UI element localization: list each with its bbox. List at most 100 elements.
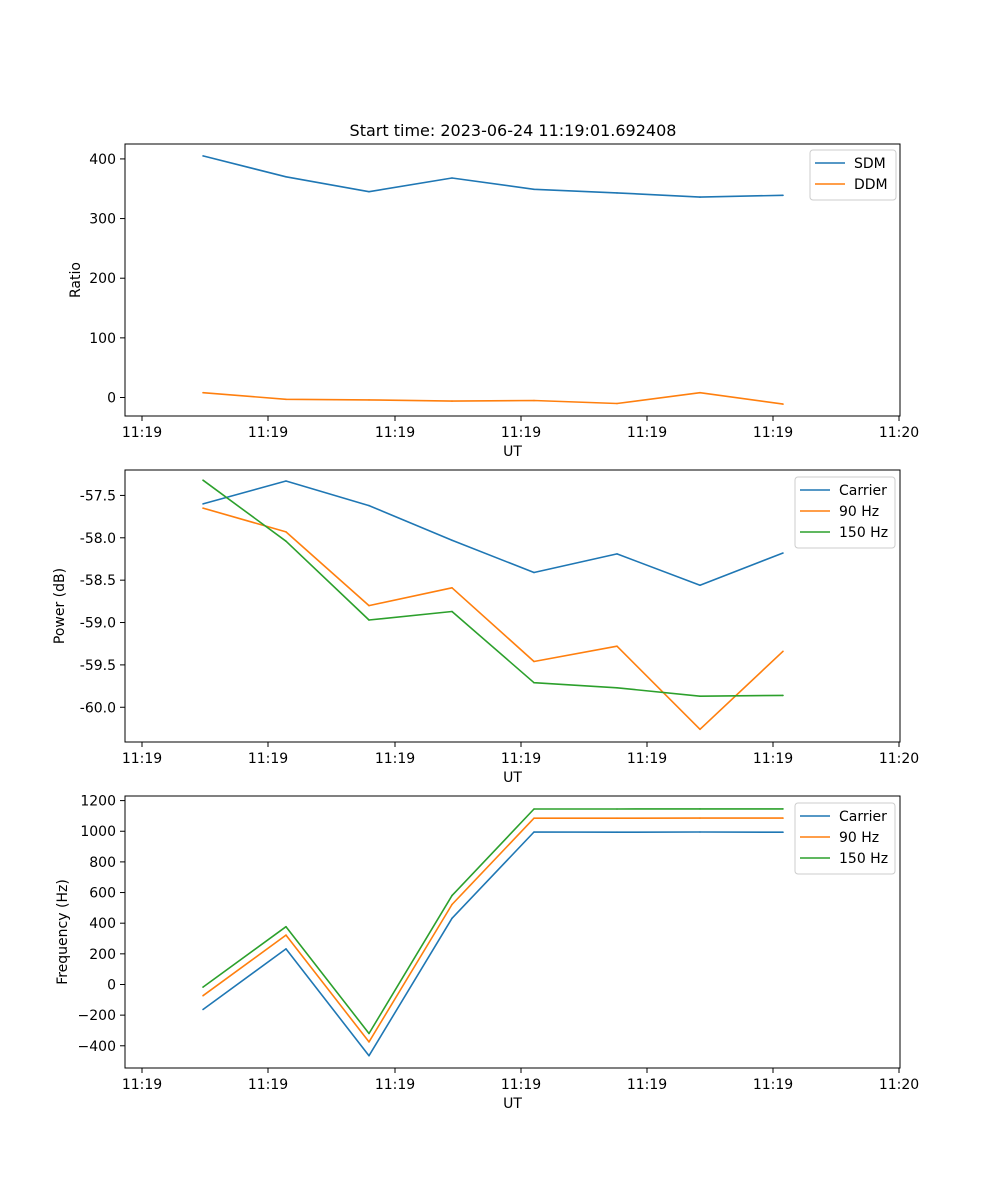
y-tick-label: 100 [89,331,116,347]
y-tick-label: 400 [89,916,116,932]
plot-frame [124,795,901,1069]
data-point [451,587,453,589]
y-tick-label: 1200 [80,794,116,810]
x-axis-label: UT [503,1096,522,1112]
y-axis-label: Frequency (Hz) [55,879,71,985]
data-point [533,831,535,833]
y-tick-label: 600 [89,886,116,902]
legend-label: Carrier [839,809,887,825]
data-point [202,994,204,997]
x-tick-label: 11:19 [501,425,541,441]
x-tick-label: 11:19 [122,425,162,441]
x-tick-label: 11:19 [122,751,162,767]
data-point [533,681,535,684]
y-tick-label: 300 [89,212,116,228]
data-point [202,507,204,509]
series-line-150-hz [202,479,784,698]
data-point [782,808,784,810]
data-point [699,695,701,697]
data-point [699,817,701,819]
x-tick-label: 11:20 [879,425,919,441]
legend-label: 150 Hz [839,851,888,867]
chart-title: Start time: 2023-06-24 11:19:01.692408 [350,121,677,140]
legend-box [794,802,896,875]
data-point [451,177,453,179]
x-tick-label: 11:19 [627,1077,667,1093]
data-point [533,188,535,191]
series-line-ddm [202,391,784,405]
data-point [368,1041,370,1043]
data-point [368,604,370,607]
x-axis-label: UT [503,444,522,460]
data-point [533,399,535,402]
legend-label: SDM [854,156,886,172]
data-point [285,531,287,533]
data-point [782,552,784,554]
y-tick-label: 800 [89,855,116,871]
legend-label: DDM [854,177,888,193]
data-point [285,176,287,178]
data-point [782,831,784,833]
y-tick-label: 0 [107,391,116,407]
x-tick-label: 11:20 [879,1077,919,1093]
data-point [699,831,701,833]
x-tick-label: 11:19 [248,1077,288,1093]
data-point [699,728,701,731]
legend-box [794,476,896,549]
series-line-90-hz [202,507,784,731]
data-point [451,610,453,613]
legend-label: 90 Hz [839,830,879,846]
data-point [782,650,784,653]
y-tick-label: 1000 [80,824,116,840]
data-point [202,479,204,482]
x-tick-label: 11:19 [627,425,667,441]
x-tick-label: 11:19 [122,1077,162,1093]
data-point [368,190,370,193]
x-tick-label: 11:19 [375,751,415,767]
legend-label: 150 Hz [839,525,888,541]
data-point [202,986,204,988]
x-tick-label: 11:19 [248,425,288,441]
data-point [368,504,370,507]
x-tick-label: 11:19 [375,425,415,441]
data-point [616,817,618,819]
y-tick-label: 400 [89,152,116,168]
series-line-sdm [202,155,784,198]
data-point [451,400,453,402]
data-point [368,1032,370,1035]
data-point [202,1008,204,1011]
y-axis-label: Power (dB) [52,568,68,644]
y-tick-label: -58.5 [80,573,116,589]
data-point [782,817,784,819]
data-point [782,694,784,697]
x-tick-label: 11:19 [627,751,667,767]
data-point [285,925,287,928]
y-tick-label: -58.0 [80,531,116,547]
data-point [616,831,618,833]
data-point [782,403,784,405]
data-point [533,660,535,663]
legend: Carrier 90 Hz 150 Hz [794,476,896,549]
x-tick-label: 11:19 [753,751,793,767]
y-axis-label: Ratio [68,262,84,298]
data-point [616,808,618,810]
plot-frame [124,469,901,743]
y-tick-label: -59.0 [80,616,116,632]
y-tick-label: 0 [107,977,116,993]
data-point [368,399,370,401]
data-point [616,645,618,647]
x-tick-label: 11:19 [753,1077,793,1093]
series-line-90-hz [202,817,783,1043]
subplot-3: 11:19 11:19 11:19 11:19 11:19 11:19 11:20 −400 −… [55,794,919,1112]
subplot-1: 11:19 11:19 11:19 11:19 11:19 11:19 11:20 0 100 2… [68,143,919,460]
y-tick-label: −200 [78,1008,116,1024]
x-tick-label: 11:19 [501,1077,541,1093]
x-tick-label: 11:19 [753,425,793,441]
data-point [451,917,453,920]
data-point [285,948,287,950]
data-point [451,539,453,542]
x-axis-label: UT [503,770,522,786]
data-point [285,540,287,542]
y-tick-label: 200 [89,947,116,963]
